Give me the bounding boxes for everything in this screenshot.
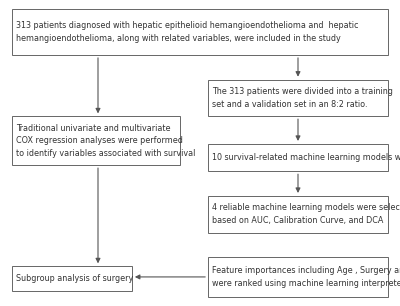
Text: 10 survival-related machine learning models were analyzed: 10 survival-related machine learning mod… [212, 153, 400, 162]
FancyBboxPatch shape [208, 257, 388, 297]
Text: The 313 patients were divided into a training
set and a validation set in an 8:2: The 313 patients were divided into a tra… [212, 87, 393, 109]
Text: Subgroup analysis of surgery: Subgroup analysis of surgery [16, 274, 133, 283]
Text: Feature importances including Age , Surgery and so on
were ranked using machine : Feature importances including Age , Surg… [212, 266, 400, 288]
FancyBboxPatch shape [12, 266, 132, 291]
FancyBboxPatch shape [208, 196, 388, 233]
FancyBboxPatch shape [208, 144, 388, 171]
Text: 4 reliable machine learning models were selected
based on AUC, Calibration Curve: 4 reliable machine learning models were … [212, 203, 400, 225]
FancyBboxPatch shape [12, 9, 388, 55]
FancyBboxPatch shape [12, 116, 180, 165]
Text: 313 patients diagnosed with hepatic epithelioid hemangioendothelioma and  hepati: 313 patients diagnosed with hepatic epit… [16, 21, 358, 43]
Text: Traditional univariate and multivariate
COX regression analyses were performed
t: Traditional univariate and multivariate … [16, 124, 195, 158]
FancyBboxPatch shape [208, 80, 388, 116]
